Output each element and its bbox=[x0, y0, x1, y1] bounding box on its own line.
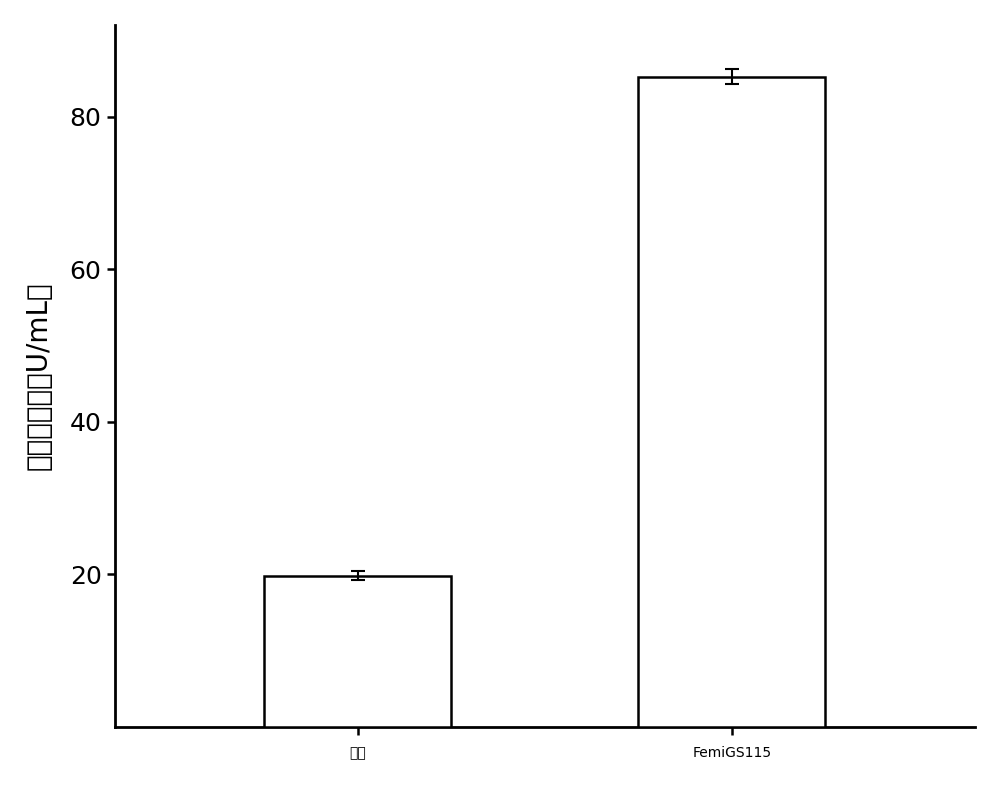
Bar bbox=[638, 77, 825, 727]
Bar bbox=[264, 575, 451, 727]
Y-axis label: 酬胺酶酶活（U/mL）: 酬胺酶酶活（U/mL） bbox=[25, 282, 53, 470]
